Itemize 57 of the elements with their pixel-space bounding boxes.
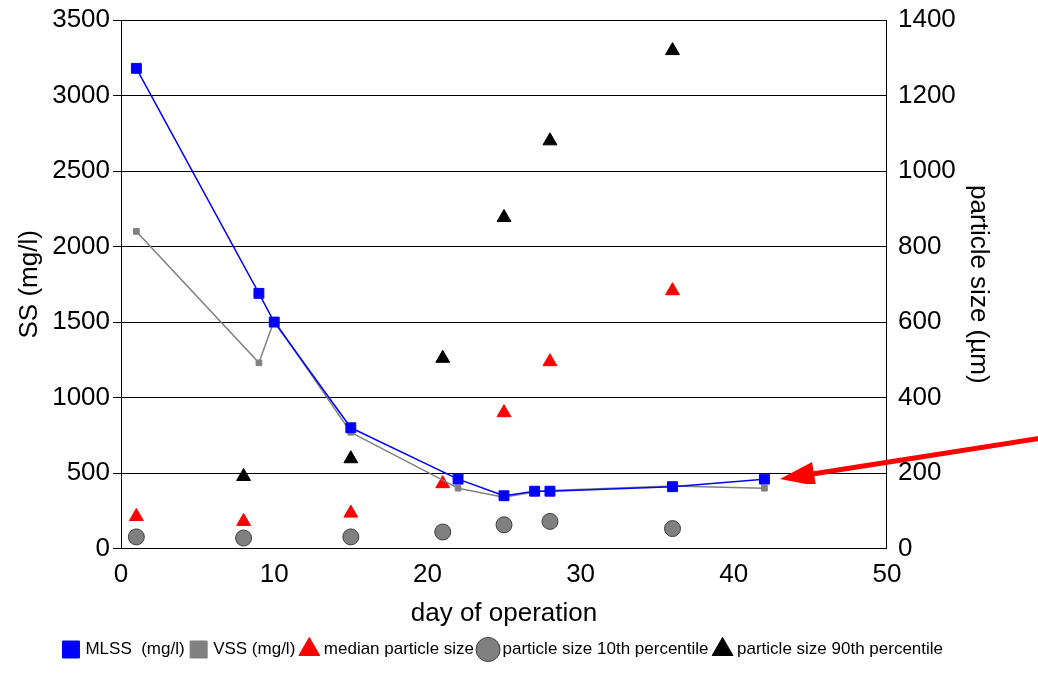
point [496,404,512,418]
y2-tick-label: 600 [897,305,942,336]
point [342,528,360,546]
y2-tick-label: 800 [897,229,942,260]
y-tick-label: 0 [95,531,111,562]
y-tick-label: 500 [66,456,111,487]
point [345,422,357,434]
x-tick-label: 20 [412,558,442,589]
legend-label: MLSS (mg/l) [85,639,185,659]
point [542,353,558,367]
point [343,504,359,518]
x-tick-label: 30 [566,558,596,589]
point [758,473,770,485]
y-axis-title: SS (mg/l) [12,230,43,339]
point [343,450,359,464]
point [665,282,680,296]
y-tick-label: 2500 [52,154,111,185]
point [268,316,280,328]
point [255,359,263,367]
point [236,467,252,481]
y2-tick-label: 200 [897,456,942,487]
point [496,208,512,222]
point [133,228,140,235]
point [236,512,252,526]
y-tick-label: 1000 [52,380,111,411]
point [541,512,559,530]
y2-tick-label: 400 [897,380,942,411]
y2-tick-label: 1400 [897,3,956,34]
point [128,508,144,522]
point [761,484,768,492]
y2-tick-label: 1000 [897,154,956,185]
point [664,520,681,538]
point [253,287,265,299]
legend-label: particle size 90th percentile [737,639,944,659]
point [452,473,464,485]
point [665,42,680,56]
point [495,516,513,534]
y-tick-label: 1500 [52,305,111,336]
point [130,62,142,74]
y2-tick-label: 1200 [897,78,956,109]
legend-label: median particle size [323,639,475,659]
point [454,484,462,492]
point [435,349,451,363]
y2-axis-title: particle size (µm) [965,185,996,384]
point [127,528,145,546]
legend-label: VSS (mg/l) [213,639,296,659]
x-tick-label: 10 [259,558,289,589]
point [434,523,452,541]
y-tick-label: 3000 [52,78,111,109]
point [235,529,253,547]
y-tick-label: 2000 [52,229,111,260]
legend-label: particle size 10th percentile [502,639,709,659]
point [542,132,558,146]
y-tick-label: 3500 [52,3,111,34]
x-axis-title: day of operation [410,596,598,627]
x-tick-label: 40 [719,558,749,589]
point [435,475,451,489]
